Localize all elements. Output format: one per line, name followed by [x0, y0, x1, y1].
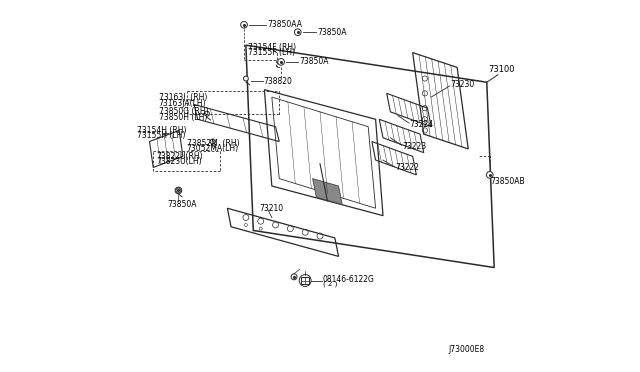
- Text: 73852M  (RH): 73852M (RH): [187, 139, 239, 148]
- Circle shape: [241, 22, 248, 28]
- Text: 73850AA: 73850AA: [268, 20, 302, 29]
- Text: 73850A: 73850A: [167, 200, 197, 209]
- Circle shape: [486, 171, 493, 178]
- Circle shape: [294, 29, 301, 36]
- Polygon shape: [301, 277, 309, 284]
- Text: 08146-6122G: 08146-6122G: [323, 275, 375, 284]
- Text: 73222: 73222: [395, 163, 419, 172]
- Text: 73850G (RH): 73850G (RH): [159, 108, 209, 116]
- Text: 73850AB: 73850AB: [490, 177, 525, 186]
- Text: 738820: 738820: [264, 77, 292, 86]
- Text: J73000E8: J73000E8: [449, 345, 485, 354]
- Circle shape: [205, 111, 209, 116]
- Circle shape: [176, 188, 181, 193]
- Text: 73822U(RH): 73822U(RH): [156, 152, 203, 161]
- Text: 73100: 73100: [488, 65, 515, 74]
- Circle shape: [291, 274, 297, 280]
- Text: 73155F (LH): 73155F (LH): [248, 48, 295, 57]
- Text: 73210: 73210: [259, 204, 283, 213]
- Circle shape: [210, 139, 215, 144]
- Circle shape: [175, 187, 182, 194]
- Text: 73154F (RH): 73154F (RH): [248, 42, 296, 51]
- Text: 73850A: 73850A: [317, 28, 347, 37]
- Text: 73155H (LH): 73155H (LH): [136, 131, 185, 141]
- Text: 73052MA(LH): 73052MA(LH): [187, 144, 239, 153]
- Text: 73163JA(LH): 73163JA(LH): [159, 99, 207, 108]
- Text: 73223: 73223: [403, 142, 426, 151]
- Text: 73230: 73230: [451, 80, 475, 89]
- Text: 73850H (LH): 73850H (LH): [159, 113, 207, 122]
- Polygon shape: [312, 179, 342, 205]
- Text: 73154H (RH): 73154H (RH): [136, 126, 186, 135]
- Circle shape: [243, 76, 248, 81]
- Text: ( 2 ): ( 2 ): [323, 281, 337, 288]
- Text: 73163J  (RH): 73163J (RH): [159, 93, 207, 102]
- Circle shape: [278, 58, 284, 65]
- Text: 73823U(LH): 73823U(LH): [156, 157, 202, 166]
- Text: 73850A: 73850A: [299, 57, 328, 66]
- Text: 73224: 73224: [410, 120, 434, 129]
